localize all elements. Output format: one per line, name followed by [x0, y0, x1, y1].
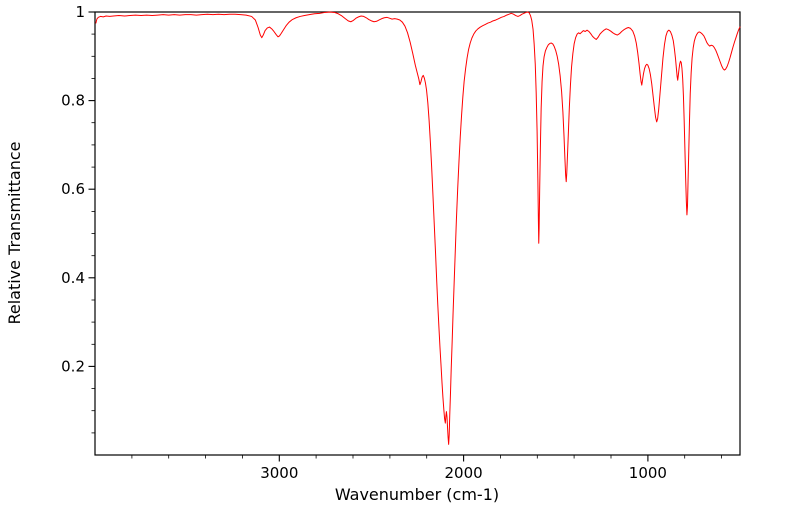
y-axis-label: Relative Transmittance — [5, 141, 24, 324]
spectrum-line — [95, 11, 741, 445]
y-tick-label: 0.2 — [61, 357, 85, 375]
x-axis-label: Wavenumber (cm-1) — [335, 485, 499, 504]
y-tick-label: 0.6 — [61, 180, 85, 198]
x-tick-label: 3000 — [260, 464, 298, 482]
plot-border — [94, 11, 741, 456]
y-tick-label: 1 — [75, 3, 85, 21]
x-tick-label: 2000 — [445, 464, 483, 482]
plot-area: 3000 2000 1000 0.2 0.4 0.6 0.8 1 — [61, 3, 741, 482]
y-tick-label: 0.4 — [61, 269, 85, 287]
y-tick-label: 0.8 — [61, 92, 85, 110]
x-tick-label: 1000 — [629, 464, 667, 482]
